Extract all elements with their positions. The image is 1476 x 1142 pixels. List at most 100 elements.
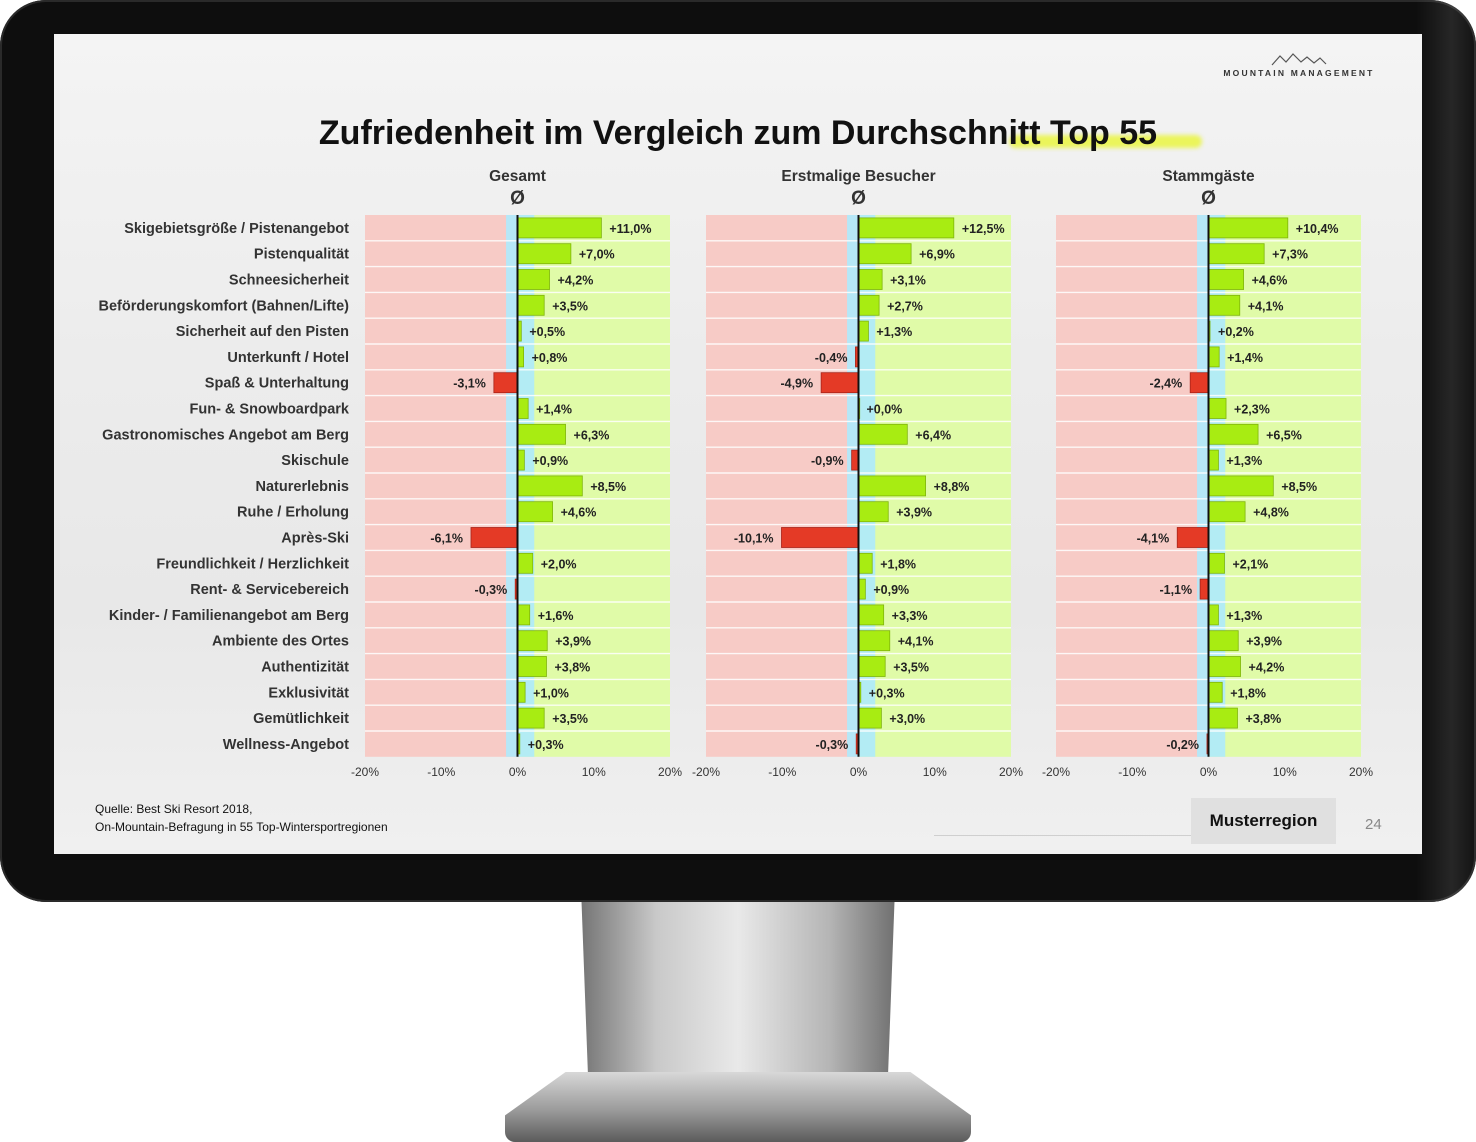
data-bar: [517, 269, 550, 290]
category-label: Schneesicherheit: [229, 273, 349, 289]
value-label: +12,5%: [962, 222, 1005, 236]
data-bar: [493, 372, 518, 394]
value-label: +7,3%: [1272, 248, 1308, 262]
data-bar: [1208, 217, 1289, 239]
data-bar: [1208, 604, 1219, 626]
category-label: Ruhe / Erholung: [237, 505, 349, 521]
value-label: +0,0%: [867, 403, 903, 417]
data-bar: [517, 707, 545, 729]
tick-label: 0%: [850, 765, 868, 779]
category-label: Fun- & Snowboardpark: [190, 402, 350, 418]
value-label: +4,6%: [1252, 274, 1288, 288]
data-bar: [1208, 681, 1223, 703]
value-label: +8,5%: [1281, 480, 1317, 494]
value-label: +3,5%: [893, 661, 929, 675]
monitor-stand-neck: [581, 902, 895, 1077]
category-label: Skischule: [281, 453, 349, 469]
category-label: Freundlichkeit / Herzlichkeit: [156, 556, 349, 572]
tick-label: -10%: [768, 765, 796, 779]
negative-zone: [365, 215, 518, 757]
value-label: +7,0%: [579, 248, 615, 262]
value-label: +4,2%: [1249, 661, 1285, 675]
value-label: +3,9%: [555, 635, 591, 649]
panel-title: Gesamt: [489, 168, 546, 185]
data-bar: [517, 423, 566, 445]
category-label: Beförderungskomfort (Bahnen/Lifte): [98, 298, 349, 314]
data-bar: [517, 475, 583, 497]
value-label: +3,3%: [892, 609, 928, 623]
tick-label: 10%: [923, 765, 947, 779]
value-label: +10,4%: [1296, 222, 1339, 236]
value-label: +2,1%: [1233, 557, 1269, 571]
category-label: Spaß & Unterhaltung: [205, 376, 349, 392]
value-label: -2,4%: [1150, 377, 1183, 391]
value-label: +6,4%: [915, 428, 951, 442]
data-bar: [517, 681, 526, 703]
data-bar: [858, 707, 882, 729]
source-note: Quelle: Best Ski Resort 2018, On-Mountai…: [95, 800, 388, 836]
data-bar: [1189, 372, 1209, 394]
average-symbol: Ø: [1201, 188, 1216, 209]
value-label: +1,6%: [538, 609, 574, 623]
data-bar: [858, 604, 885, 626]
negative-zone: [706, 215, 859, 757]
value-label: +4,1%: [898, 635, 934, 649]
category-label: Skigebietsgröße / Pistenangebot: [124, 221, 349, 237]
value-label: +1,3%: [876, 325, 912, 339]
value-label: +3,5%: [552, 299, 588, 313]
value-label: +3,8%: [554, 661, 590, 675]
data-bar: [820, 372, 859, 394]
data-bar: [1208, 475, 1274, 497]
data-bar: [517, 630, 548, 652]
value-label: +3,9%: [896, 506, 932, 520]
value-label: +1,0%: [533, 686, 569, 700]
slide-screen: MOUNTAIN MANAGEMENT Zufriedenheit im Ver…: [54, 34, 1422, 854]
data-bar: [1208, 346, 1220, 368]
value-label: +0,8%: [532, 351, 568, 365]
value-label: +3,0%: [889, 712, 925, 726]
value-label: +3,5%: [552, 712, 588, 726]
value-label: +3,8%: [1245, 712, 1281, 726]
data-bar: [858, 630, 891, 652]
negative-zone: [1056, 215, 1209, 757]
data-bar: [517, 604, 531, 626]
data-bar: [781, 527, 859, 548]
value-label: +0,3%: [869, 686, 905, 700]
value-label: +1,4%: [1227, 351, 1263, 365]
data-bar: [851, 449, 859, 471]
tick-label: -10%: [1118, 765, 1146, 779]
title-wrap: Zufriedenheit im Vergleich zum Durchschn…: [54, 114, 1422, 153]
value-label: +6,9%: [919, 248, 955, 262]
data-bar: [1208, 630, 1239, 652]
data-bar: [858, 656, 886, 677]
tick-label: 20%: [1349, 765, 1373, 779]
data-bar: [858, 243, 912, 265]
value-label: +8,5%: [590, 480, 626, 494]
value-label: +1,3%: [1226, 454, 1262, 468]
data-bar: [1208, 423, 1259, 445]
data-bar: [858, 552, 873, 574]
category-label: Kinder- / Familienangebot am Berg: [109, 608, 349, 624]
value-label: +3,1%: [890, 274, 926, 288]
average-symbol: Ø: [851, 188, 866, 209]
value-label: +0,9%: [873, 583, 909, 597]
value-label: -6,1%: [430, 532, 463, 546]
category-label: Après-Ski: [281, 531, 349, 547]
panel-title: Erstmalige Besucher: [781, 168, 935, 185]
category-label: Gastronomisches Angebot am Berg: [102, 427, 349, 443]
data-bar: [517, 217, 602, 239]
data-bar: [517, 398, 529, 419]
category-label: Wellness-Angebot: [223, 737, 349, 753]
tick-label: -20%: [351, 765, 379, 779]
tick-label: 10%: [1273, 765, 1297, 779]
data-bar: [517, 449, 525, 471]
value-label: +3,9%: [1246, 635, 1282, 649]
title-highlight: [1009, 135, 1202, 148]
value-label: +1,8%: [1230, 686, 1266, 700]
data-bar: [858, 269, 883, 290]
value-label: +11,0%: [609, 222, 651, 236]
value-label: +4,8%: [1253, 506, 1289, 520]
value-label: +4,6%: [561, 506, 597, 520]
value-label: +4,2%: [558, 274, 594, 288]
company-logo: MOUNTAIN MANAGEMENT: [1214, 52, 1384, 78]
